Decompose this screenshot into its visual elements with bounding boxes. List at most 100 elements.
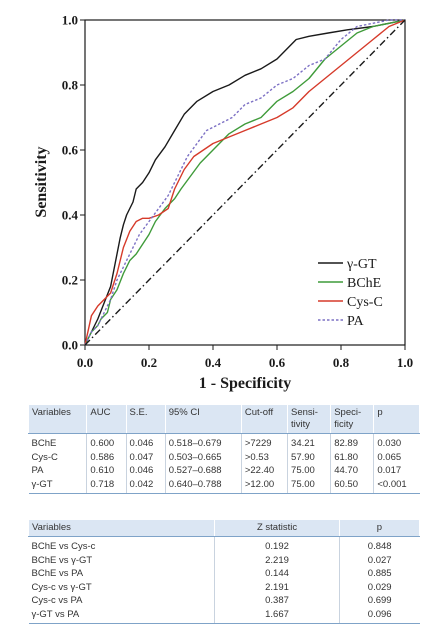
x-tick-label: 0.2 (141, 355, 157, 370)
x-tick-label: 0.0 (77, 355, 93, 370)
table-header-cell: Variables (27, 519, 216, 537)
table-cell: PA (28, 464, 88, 478)
table-header-cell: p (373, 404, 420, 434)
table-header-cell: AUC (86, 404, 127, 434)
table-header-cell: p (338, 519, 421, 537)
legend-label: Cys-C (347, 295, 383, 310)
table-cell: Cys-c vs γ-GT (28, 580, 216, 594)
table-row: PA 0.610 0.046 0.527–0.688 >22.40 75.00 44.70 0… (28, 464, 420, 478)
x-tick-label: 0.8 (333, 355, 350, 370)
table-header-cell: Speci-ficity (330, 404, 375, 434)
table-cell: Cys-C (28, 450, 88, 464)
table-cell: 60.50 (330, 477, 375, 494)
table-cell: 75.00 (287, 477, 332, 494)
legend: γ-GT BChE Cys-C PA (318, 257, 383, 329)
table-cell: 44.70 (330, 464, 375, 478)
table-cell: >7229 (241, 433, 289, 451)
table-row: BChE vs γ-GT 2.219 0.027 (28, 553, 420, 567)
table-cell: 61.80 (330, 450, 375, 464)
table-cell: >12.00 (241, 477, 289, 494)
table-cell: 0.144 (214, 567, 340, 581)
roc-line-pa (84, 19, 405, 346)
table-cell: 0.699 (367, 595, 392, 606)
y-tick-label: 0.6 (62, 143, 79, 158)
table-header-cell: 95% CI (164, 404, 242, 434)
roc-line-gt (84, 19, 406, 346)
table-cell: Cys-c vs PA (28, 594, 216, 608)
table-cell: 75.00 (287, 464, 332, 478)
y-tick-label: 1.0 (62, 13, 78, 28)
table-cell: 0.046 (126, 464, 166, 478)
table-cell: 1.667 (214, 607, 340, 624)
y-axis-label: Sensitivity (33, 146, 50, 217)
table-header-cell: Z statistic (214, 519, 340, 537)
table-cell: BChE vs γ-GT (28, 553, 216, 567)
table-cell: 0.848 (367, 541, 392, 552)
table-cell: 0.027 (367, 554, 392, 566)
legend-label: γ-GT (346, 257, 377, 272)
table-cell: <0.001 (373, 477, 420, 494)
table-row: Cys-C 0.586 0.047 0.503–0.665 >0.53 57.90 61.8… (28, 450, 420, 464)
table-cell: 0.586 (86, 450, 127, 464)
table-cell: 0.518–0.679 (165, 433, 242, 451)
roc-chart: 0.0 0.2 0.4 0.6 0.8 1.0 0.0 0.2 0.4 0.6 0.8 1.0 1 -… (33, 13, 413, 393)
legend-label: BChE (347, 276, 381, 291)
table-header-cell: Variables (27, 404, 88, 434)
table-cell: 0.503–0.665 (165, 450, 242, 464)
table-cell: γ-GT (28, 477, 88, 494)
table-cell: BChE vs PA (28, 567, 216, 581)
reference-diagonal-line (84, 19, 406, 346)
table-cell: 0.640–0.788 (165, 477, 242, 494)
table-cell: γ-GT vs PA (28, 607, 216, 624)
table-header-cell: Cut-off (240, 404, 289, 434)
table-cell: 0.718 (86, 477, 127, 494)
y-tick-label: 0.4 (62, 208, 79, 223)
table-cell: 82.89 (330, 433, 375, 451)
x-tick-label: 0.6 (269, 355, 286, 370)
table-cell: 0.047 (126, 450, 166, 464)
y-tick-label: 0.2 (62, 273, 78, 288)
table-cell: BChE (28, 433, 88, 451)
x-axis-label: 1 - Specificity (199, 375, 291, 392)
table-cell: BChE vs Cys-c (28, 536, 216, 554)
table-cell: 57.90 (287, 450, 332, 464)
table-cell: 0.017 (377, 465, 402, 476)
table-cell: 0.600 (86, 433, 127, 451)
table-cell: >22.40 (241, 464, 289, 478)
table-row: Cys-c vs PA 0.387 0.699 (28, 594, 420, 608)
table-header-cell: S.E. (125, 404, 166, 434)
table-cell: 0.046 (126, 433, 166, 451)
table-cell: 0.096 (339, 607, 420, 624)
table-cell: 0.387 (214, 594, 340, 608)
table-cell: 34.21 (287, 433, 332, 451)
table-cell: 2.219 (214, 553, 340, 567)
table-cell: 0.042 (126, 477, 166, 494)
table-cell: 2.191 (214, 580, 340, 594)
table-cell: 0.030 (377, 438, 402, 449)
table-row: Cys-c vs γ-GT 2.191 0.029 (28, 580, 420, 594)
table-cell: >0.53 (241, 450, 289, 464)
table-row: BChE vs Cys-c 0.192 0.848 (28, 536, 420, 554)
roc-line-bche (84, 19, 406, 346)
table-row: γ-GT vs PA 1.667 0.096 (28, 607, 420, 624)
y-tick-label: 0.8 (62, 78, 79, 93)
roc-line-cys-c (84, 19, 406, 346)
axis-ticks: 0.0 0.2 0.4 0.6 0.8 1.0 0.0 0.2 0.4 0.6 0.8 1.0 (62, 13, 413, 371)
x-tick-label: 1.0 (397, 355, 413, 370)
table-row: γ-GT 0.718 0.042 0.640–0.788 >12.00 75.00 60.5… (28, 477, 420, 494)
table-cell: 0.610 (86, 464, 127, 478)
y-tick-label: 0.0 (62, 338, 78, 353)
legend-label: PA (347, 314, 365, 329)
roc-curves (84, 19, 406, 346)
table-header-cell: Sensi-tivity (287, 404, 332, 434)
roc-auc-table: Variables AUC S.E. 95% CI Cut-off Sensi-tivit… (27, 404, 420, 494)
table-cell: 0.527–0.688 (165, 464, 242, 478)
auc-comparison-table: Variables Z statistic p BChE vs Cys-c 0.192… (27, 519, 421, 624)
x-tick-label: 0.4 (205, 355, 222, 370)
table-cell: 0.885 (367, 568, 392, 579)
table-cell: 0.029 (367, 581, 392, 593)
table-cell: 0.065 (377, 451, 402, 463)
table-row: BChE vs PA 0.144 0.885 (28, 567, 420, 581)
table-row: BChE 0.600 0.046 0.518–0.679 >7229 34.21 82.89… (28, 433, 420, 451)
table-cell: 0.192 (214, 536, 340, 554)
